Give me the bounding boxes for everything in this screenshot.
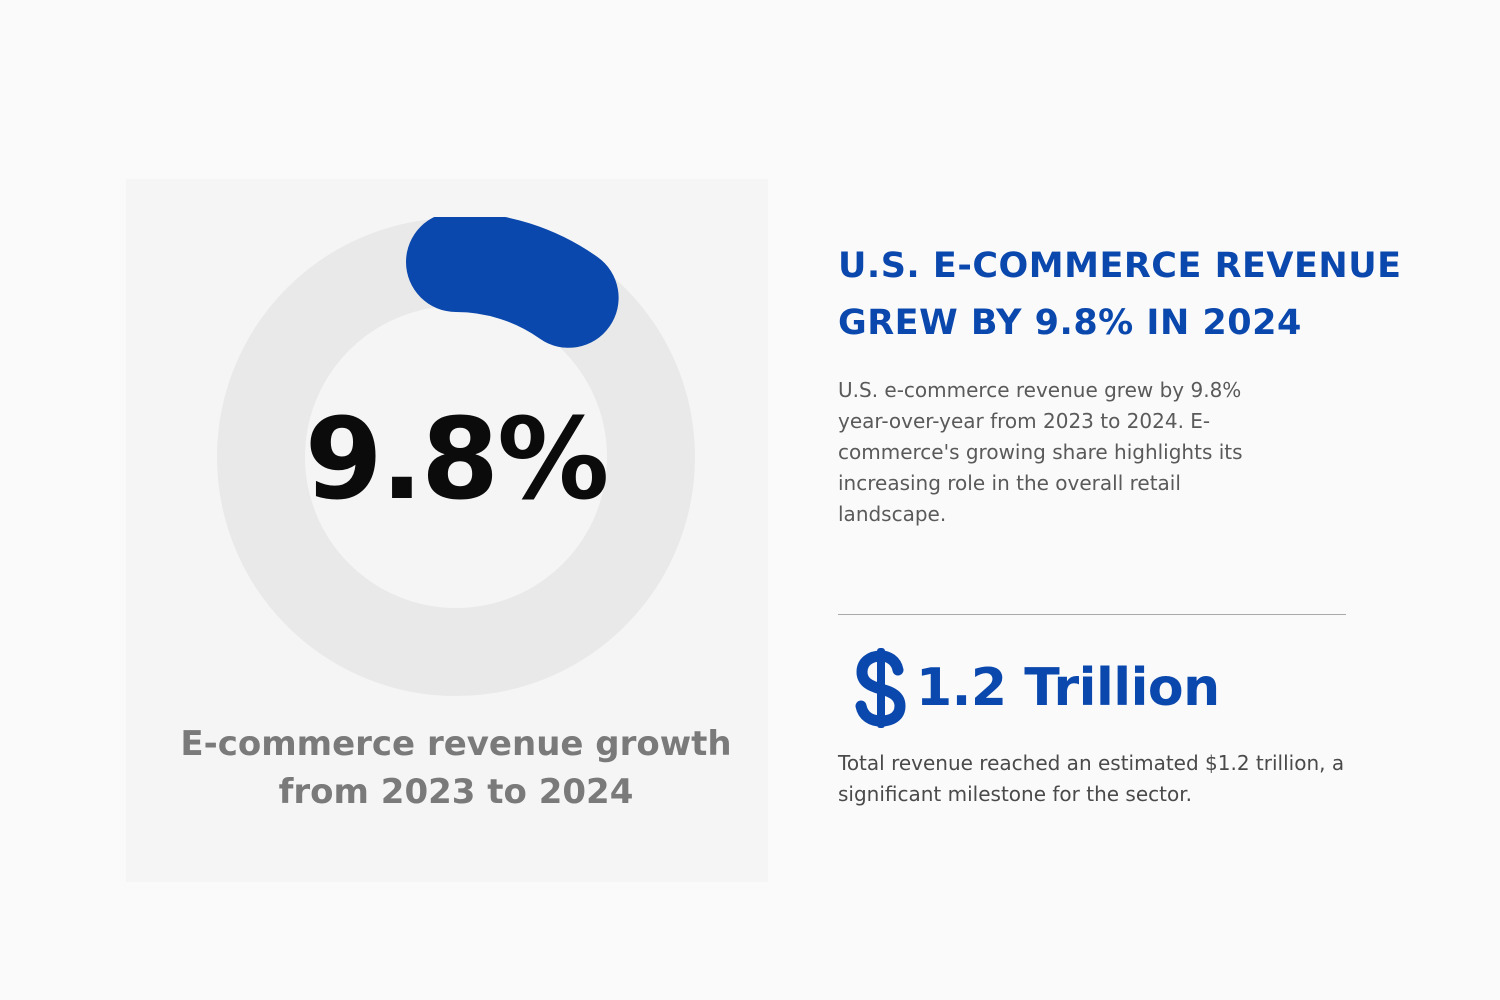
- headline: U.S. E-COMMERCE REVENUE GREW BY 9.8% IN …: [838, 238, 1478, 352]
- progress-ring-arc: [406, 217, 619, 348]
- revenue-note: Total revenue reached an estimated $1.2 …: [838, 751, 1345, 806]
- headline-line1: U.S. E-COMMERCE REVENUE: [838, 246, 1402, 286]
- revenue-value: 1.2 Trillion: [916, 658, 1220, 718]
- ring-caption: E-commerce revenue growth from 2023 to 2…: [126, 720, 786, 816]
- description-text: U.S. e-commerce revenue grew by 9.8% yea…: [838, 378, 1243, 526]
- ring-caption-line1: E-commerce revenue growth: [180, 724, 732, 764]
- ring-caption-line2: from 2023 to 2024: [278, 772, 634, 812]
- headline-line2: GREW BY 9.8% IN 2024: [838, 303, 1302, 343]
- section-divider: [838, 614, 1346, 615]
- revenue-stat: 1.2 Trillion: [852, 646, 1220, 730]
- dollar-sign-icon: [855, 648, 906, 728]
- progress-ring: [217, 217, 695, 696]
- growth-percent: 9.8%: [304, 395, 610, 525]
